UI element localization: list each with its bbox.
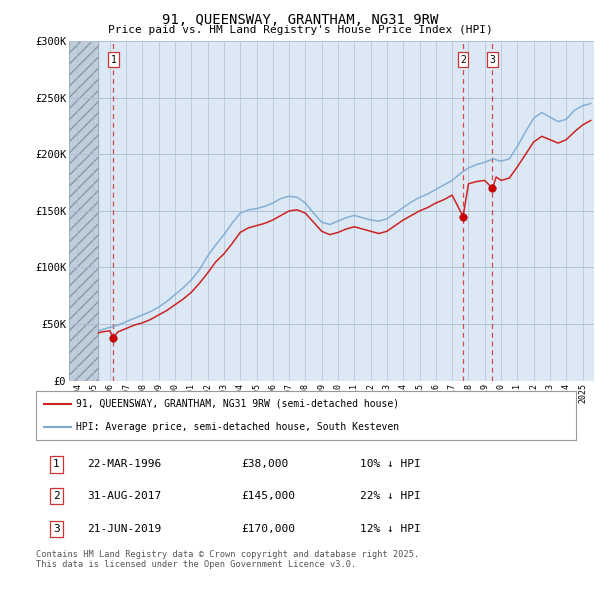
Text: 2: 2 [460,55,466,65]
Text: £170,000: £170,000 [241,524,295,534]
Text: HPI: Average price, semi-detached house, South Kesteven: HPI: Average price, semi-detached house,… [77,422,400,432]
Text: 31-AUG-2017: 31-AUG-2017 [88,491,161,501]
Text: £38,000: £38,000 [241,460,289,470]
Text: 1: 1 [110,55,116,65]
Text: 2: 2 [53,491,60,501]
Text: 3: 3 [53,524,60,534]
Text: Contains HM Land Registry data © Crown copyright and database right 2025.
This d: Contains HM Land Registry data © Crown c… [36,550,419,569]
Text: 22% ↓ HPI: 22% ↓ HPI [360,491,421,501]
Text: 12% ↓ HPI: 12% ↓ HPI [360,524,421,534]
Text: 10% ↓ HPI: 10% ↓ HPI [360,460,421,470]
Text: 3: 3 [490,55,496,65]
Text: 91, QUEENSWAY, GRANTHAM, NG31 9RW (semi-detached house): 91, QUEENSWAY, GRANTHAM, NG31 9RW (semi-… [77,399,400,409]
Text: 21-JUN-2019: 21-JUN-2019 [88,524,161,534]
Text: £145,000: £145,000 [241,491,295,501]
Text: 91, QUEENSWAY, GRANTHAM, NG31 9RW: 91, QUEENSWAY, GRANTHAM, NG31 9RW [162,13,438,27]
Bar [69,41,98,381]
Bar [69,41,98,381]
Text: 22-MAR-1996: 22-MAR-1996 [88,460,161,470]
Text: 1: 1 [53,460,60,470]
Text: Price paid vs. HM Land Registry's House Price Index (HPI): Price paid vs. HM Land Registry's House … [107,25,493,35]
